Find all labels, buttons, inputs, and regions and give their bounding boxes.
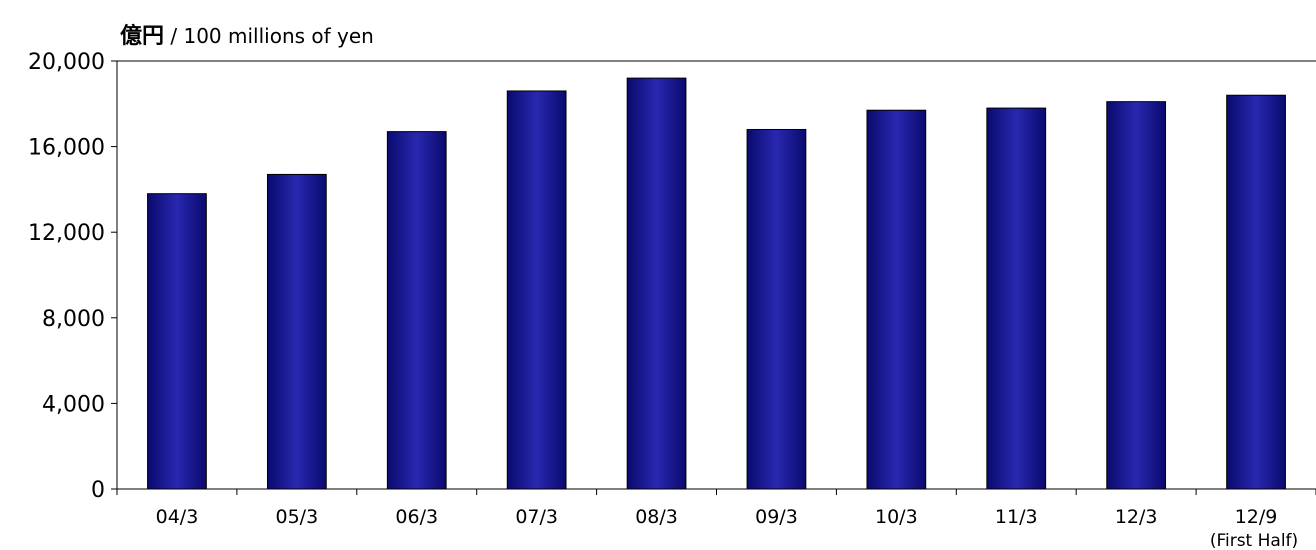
bar-09-3 bbox=[746, 128, 807, 490]
y-tick-label: 12,000 bbox=[28, 221, 105, 246]
x-tick-label: 11/3 bbox=[995, 506, 1038, 528]
y-tick-label: 4,000 bbox=[42, 392, 105, 417]
x-tick-label: 07/3 bbox=[515, 506, 558, 528]
x-tick-label: 12/9 bbox=[1235, 506, 1278, 528]
bar-12-3 bbox=[1106, 101, 1167, 490]
x-tick-note: (First Half) bbox=[1210, 531, 1298, 550]
y-tick-label: 20,000 bbox=[28, 50, 105, 75]
bar-06-3 bbox=[386, 131, 447, 490]
bar-08-3 bbox=[626, 77, 687, 490]
labels-layer: 0 4,000 8,000 12,000 16,000 20,000 04/3 05/3 06/… bbox=[28, 50, 1298, 550]
unit-label-jp: 億円 bbox=[120, 24, 165, 49]
x-tick-label: 12/3 bbox=[1115, 506, 1158, 528]
x-tick-label: 10/3 bbox=[875, 506, 918, 528]
y-tick-label: 0 bbox=[91, 478, 105, 503]
x-tick-label: 09/3 bbox=[755, 506, 798, 528]
y-tick-label: 8,000 bbox=[42, 307, 105, 332]
bar-11-3 bbox=[986, 107, 1047, 490]
bars-layer bbox=[147, 77, 1286, 490]
x-tick-label: 06/3 bbox=[395, 506, 438, 528]
bar-12-9 bbox=[1226, 94, 1286, 490]
bar-05-3 bbox=[266, 173, 327, 490]
unit-label-separator: / bbox=[164, 24, 184, 48]
x-tick-label: 08/3 bbox=[635, 506, 678, 528]
ticks-layer bbox=[111, 60, 1316, 495]
bar-10-3 bbox=[866, 109, 927, 490]
unit-label: 億円 / 100 millions of yen bbox=[120, 18, 374, 50]
bar-04-3 bbox=[147, 193, 207, 490]
unit-label-en: 100 millions of yen bbox=[183, 24, 374, 48]
x-tick-label: 05/3 bbox=[276, 506, 319, 528]
x-tick-label: 04/3 bbox=[156, 506, 199, 528]
bar-07-3 bbox=[506, 90, 567, 490]
y-tick-label: 16,000 bbox=[28, 136, 105, 161]
